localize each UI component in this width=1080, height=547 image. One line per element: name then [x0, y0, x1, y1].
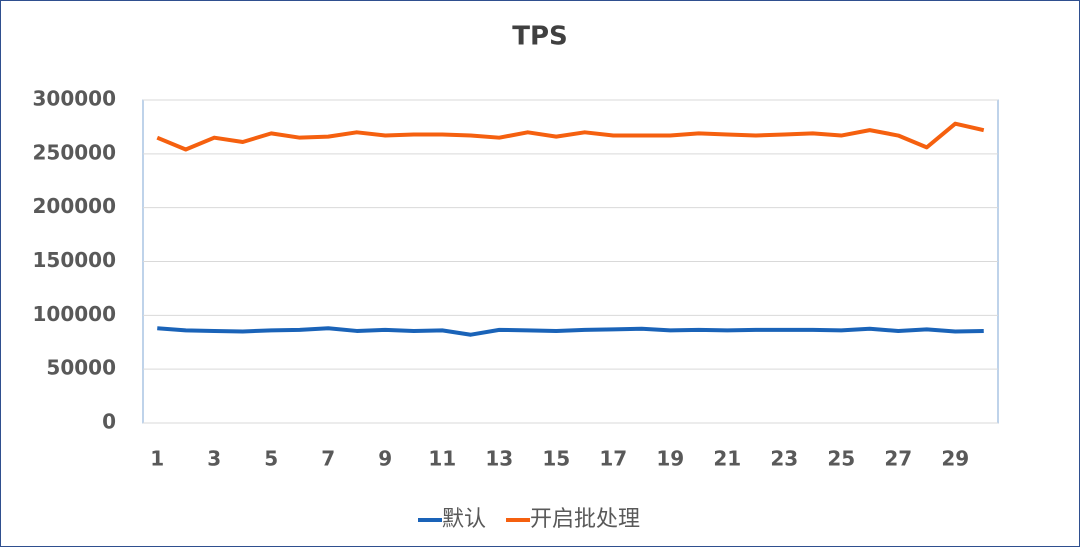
x-tick-label: 3	[207, 447, 221, 471]
x-tick-label: 19	[656, 447, 684, 471]
x-tick-label: 7	[321, 447, 335, 471]
y-tick-label: 300000	[33, 87, 117, 111]
y-tick-label: 150000	[33, 248, 117, 272]
data-line	[156, 121, 985, 152]
x-tick-label: 15	[542, 447, 570, 471]
x-tick-label: 17	[599, 447, 627, 471]
legend-label: 开启批处理	[530, 507, 640, 532]
chart-title: TPS	[512, 22, 568, 52]
data-line	[157, 326, 984, 337]
x-tick-label: 9	[378, 447, 392, 471]
x-tick-label: 11	[428, 447, 456, 471]
y-tick-label: 250000	[33, 140, 117, 164]
x-tick-label: 21	[713, 447, 741, 471]
x-tick-label: 27	[884, 447, 912, 471]
y-tick-label: 200000	[33, 194, 117, 218]
y-tick-label: 50000	[46, 356, 116, 380]
x-tick-label: 29	[941, 447, 969, 471]
x-tick-label: 5	[264, 447, 278, 471]
legend-label: 默认	[442, 507, 486, 532]
x-tick-label: 23	[770, 447, 798, 471]
x-tick-label: 1	[150, 447, 164, 471]
y-tick-label: 100000	[33, 302, 117, 326]
x-tick-label: 13	[485, 447, 513, 471]
x-tick-label: 25	[827, 447, 855, 471]
y-tick-label: 0	[102, 410, 116, 434]
